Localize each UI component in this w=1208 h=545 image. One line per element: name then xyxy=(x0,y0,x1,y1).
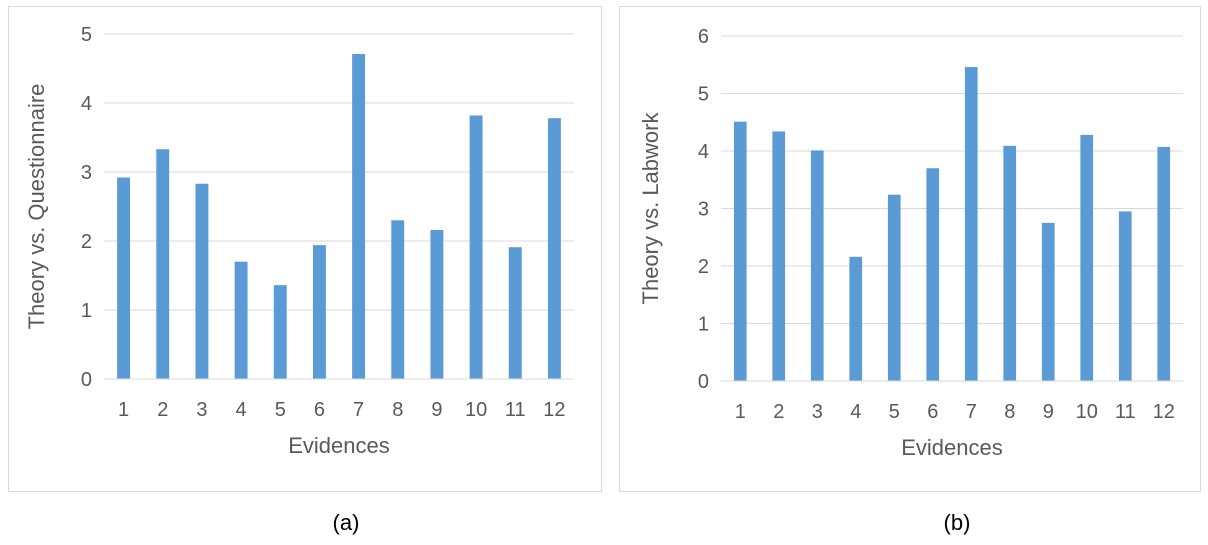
x-tick-label: 9 xyxy=(1043,401,1054,423)
x-tick-label: 5 xyxy=(889,401,900,423)
x-tick-label: 7 xyxy=(966,401,977,423)
y-tick-label: 4 xyxy=(698,141,709,163)
x-tick-label: 11 xyxy=(1115,401,1136,423)
y-tick-label: 0 xyxy=(81,369,92,391)
x-tick-label: 4 xyxy=(236,399,247,421)
bar xyxy=(156,149,170,379)
bar xyxy=(352,54,366,379)
x-tick-label: 7 xyxy=(353,399,364,421)
bar xyxy=(1041,222,1055,381)
x-tick-label: 3 xyxy=(812,401,823,423)
bar xyxy=(508,247,522,379)
y-axis-title: Theory vs. Labwork xyxy=(638,112,663,305)
x-tick-label: 11 xyxy=(505,399,526,421)
x-tick-label: 6 xyxy=(927,401,938,423)
x-axis-title: Evidences xyxy=(288,433,390,458)
bar xyxy=(926,168,940,381)
y-tick-label: 1 xyxy=(698,314,709,336)
bar xyxy=(117,177,131,379)
chart-panel-a: 0 1 2 3 4 5 1 2 3 4 5 6 7 8 9 10 11 12 Evidences Theory vs.… xyxy=(8,6,602,492)
x-tick-label: 10 xyxy=(465,399,487,421)
bar xyxy=(733,121,747,382)
x-tick-label: 8 xyxy=(392,399,403,421)
bar xyxy=(964,67,978,382)
bar xyxy=(391,220,405,379)
y-axis-title: Theory vs. Questionnaire xyxy=(24,84,49,330)
bar xyxy=(547,118,561,380)
bar xyxy=(1080,134,1094,381)
y-tick-label: 4 xyxy=(81,93,92,115)
y-tick-label: 5 xyxy=(81,24,92,46)
x-tick-label: 3 xyxy=(196,399,207,421)
y-tick-label: 6 xyxy=(698,26,709,48)
bar xyxy=(1118,211,1132,381)
bar xyxy=(195,183,209,379)
chart-panel-b: 0 1 2 3 4 5 6 1 2 3 4 5 6 7 8 9 10 11 12 Evidences Theory vs… xyxy=(619,6,1201,492)
x-axis-title: Evidences xyxy=(901,435,1003,460)
bar xyxy=(849,256,863,381)
x-tick-label: 2 xyxy=(773,401,784,423)
bar xyxy=(469,115,483,380)
bar xyxy=(430,229,444,379)
bar xyxy=(1003,145,1017,381)
caption-a: (a) xyxy=(332,510,360,535)
y-tick-label: 2 xyxy=(81,231,92,253)
bar xyxy=(1157,146,1171,381)
x-tick-label: 4 xyxy=(850,401,861,423)
bar xyxy=(887,194,901,381)
bar xyxy=(234,261,248,379)
x-tick-label: 12 xyxy=(543,399,565,421)
x-tick-label: 9 xyxy=(431,399,442,421)
y-tick-label: 0 xyxy=(698,371,709,393)
y-tick-label: 3 xyxy=(81,162,92,184)
x-tick-label: 5 xyxy=(275,399,286,421)
bar xyxy=(312,245,326,379)
x-tick-label: 2 xyxy=(157,399,168,421)
caption-b: (b) xyxy=(943,510,971,535)
x-tick-label: 12 xyxy=(1153,401,1175,423)
x-tick-label: 8 xyxy=(1004,401,1015,423)
y-tick-label: 2 xyxy=(698,256,709,278)
bar xyxy=(810,150,824,381)
x-tick-label: 1 xyxy=(735,401,746,423)
x-tick-label: 6 xyxy=(314,399,325,421)
x-tick-label: 10 xyxy=(1076,401,1098,423)
x-tick-label: 1 xyxy=(118,399,129,421)
y-tick-label: 5 xyxy=(698,84,709,106)
bar xyxy=(273,285,287,379)
y-tick-label: 3 xyxy=(698,199,709,221)
y-tick-label: 1 xyxy=(81,300,92,322)
bar xyxy=(772,131,786,381)
